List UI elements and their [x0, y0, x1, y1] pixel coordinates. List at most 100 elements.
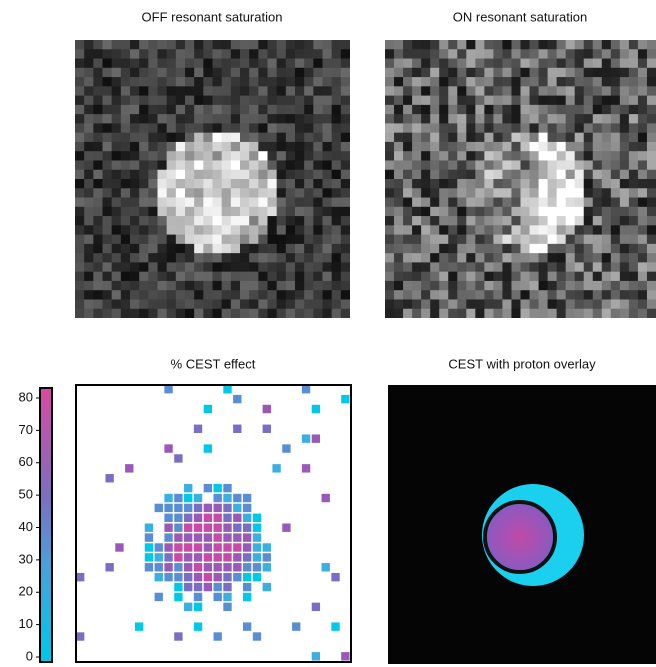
pixel: [611, 272, 621, 282]
pixel: [231, 86, 241, 96]
pixel: [521, 253, 531, 263]
pixel: [466, 225, 476, 235]
pixel: [439, 151, 449, 161]
pixel: [176, 40, 186, 50]
pixel: [185, 40, 195, 50]
pixel: [575, 188, 585, 198]
pixel: [323, 253, 333, 263]
pixel: [121, 225, 131, 235]
pixel: [130, 142, 140, 152]
pixel: [412, 160, 422, 170]
map-pixel: [233, 494, 241, 502]
pixel: [629, 272, 639, 282]
pixel: [277, 290, 287, 300]
pixel: [539, 244, 549, 254]
pixel: [240, 133, 250, 143]
pixel: [530, 198, 540, 208]
pixel: [249, 105, 259, 115]
pixel: [130, 262, 140, 272]
pixel: [268, 309, 278, 319]
pixel: [185, 244, 195, 254]
pixel: [323, 225, 333, 235]
pixel: [167, 253, 177, 263]
pixel: [448, 77, 458, 87]
pixel: [557, 216, 567, 226]
pixel: [249, 133, 259, 143]
map-pixel: [184, 563, 192, 571]
map-pixel: [233, 514, 241, 522]
pixel: [313, 309, 323, 319]
pixel: [75, 299, 85, 309]
pixel: [240, 253, 250, 263]
pixel: [530, 235, 540, 245]
pixel: [103, 114, 113, 124]
pixel: [148, 77, 158, 87]
pixel: [167, 133, 177, 143]
map-pixel: [253, 533, 261, 541]
pixel: [194, 216, 204, 226]
pixel: [394, 198, 404, 208]
pixel: [403, 262, 413, 272]
pixel: [430, 198, 440, 208]
pixel: [240, 40, 250, 50]
pixel: [240, 170, 250, 180]
pixel: [158, 49, 168, 59]
pixel: [575, 114, 585, 124]
pixel: [638, 40, 648, 50]
pixel: [448, 59, 458, 69]
pixel: [593, 49, 603, 59]
pixel: [584, 216, 594, 226]
pixel: [112, 114, 122, 124]
pixel: [457, 198, 467, 208]
pixel: [332, 281, 342, 291]
pixel: [385, 123, 395, 133]
pixel: [222, 133, 232, 143]
pixel: [403, 68, 413, 78]
pixel: [493, 142, 503, 152]
pixel: [148, 188, 158, 198]
pixel: [185, 59, 195, 69]
pixel: [75, 272, 85, 282]
pixel: [403, 179, 413, 189]
pixel: [448, 179, 458, 189]
pixel: [575, 160, 585, 170]
pixel: [268, 198, 278, 208]
pixel: [385, 77, 395, 87]
pixel: [185, 198, 195, 208]
pixel: [439, 290, 449, 300]
pixel: [304, 225, 314, 235]
pixel: [466, 179, 476, 189]
pixel: [148, 86, 158, 96]
pixel: [313, 207, 323, 217]
pixel: [394, 225, 404, 235]
pixel: [448, 188, 458, 198]
pixel: [611, 59, 621, 69]
pixel: [240, 114, 250, 124]
pixel: [475, 207, 485, 217]
pixel: [194, 68, 204, 78]
pixel: [277, 123, 287, 133]
pixel: [268, 299, 278, 309]
pixel: [341, 49, 351, 59]
pixel: [575, 40, 585, 50]
pixel: [341, 299, 351, 309]
pixel: [647, 244, 656, 254]
pixel: [148, 244, 158, 254]
pixel: [93, 160, 103, 170]
pixel: [394, 68, 404, 78]
pixel: [448, 114, 458, 124]
pixel: [341, 77, 351, 87]
pixel: [167, 290, 177, 300]
cest-map: [76, 385, 350, 661]
pixel: [530, 123, 540, 133]
pixel: [511, 244, 521, 254]
pixel: [430, 160, 440, 170]
pixel: [403, 235, 413, 245]
pixel: [403, 198, 413, 208]
pixel: [394, 123, 404, 133]
pixel: [647, 235, 656, 245]
pixel: [222, 68, 232, 78]
pixel: [121, 207, 131, 217]
map-pixel: [233, 563, 241, 571]
pixel: [185, 262, 195, 272]
